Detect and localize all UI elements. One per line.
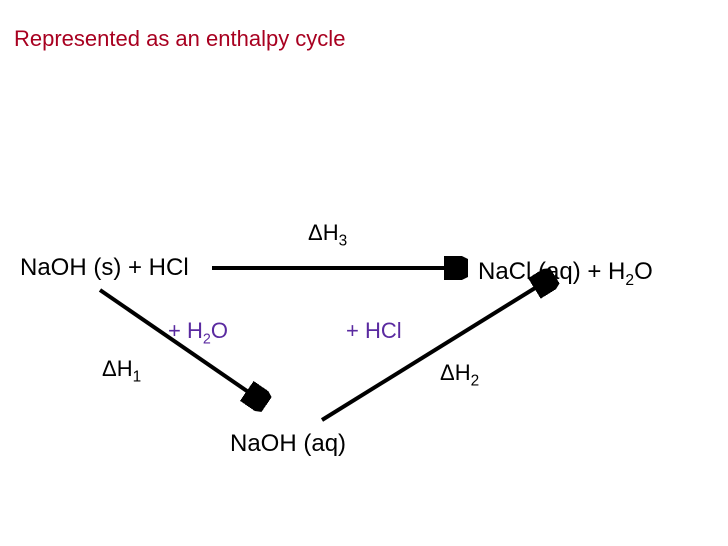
diagram-stage: Represented as an enthalpy cycle NaOH (s… [0, 0, 728, 546]
arrow-right [0, 0, 728, 546]
